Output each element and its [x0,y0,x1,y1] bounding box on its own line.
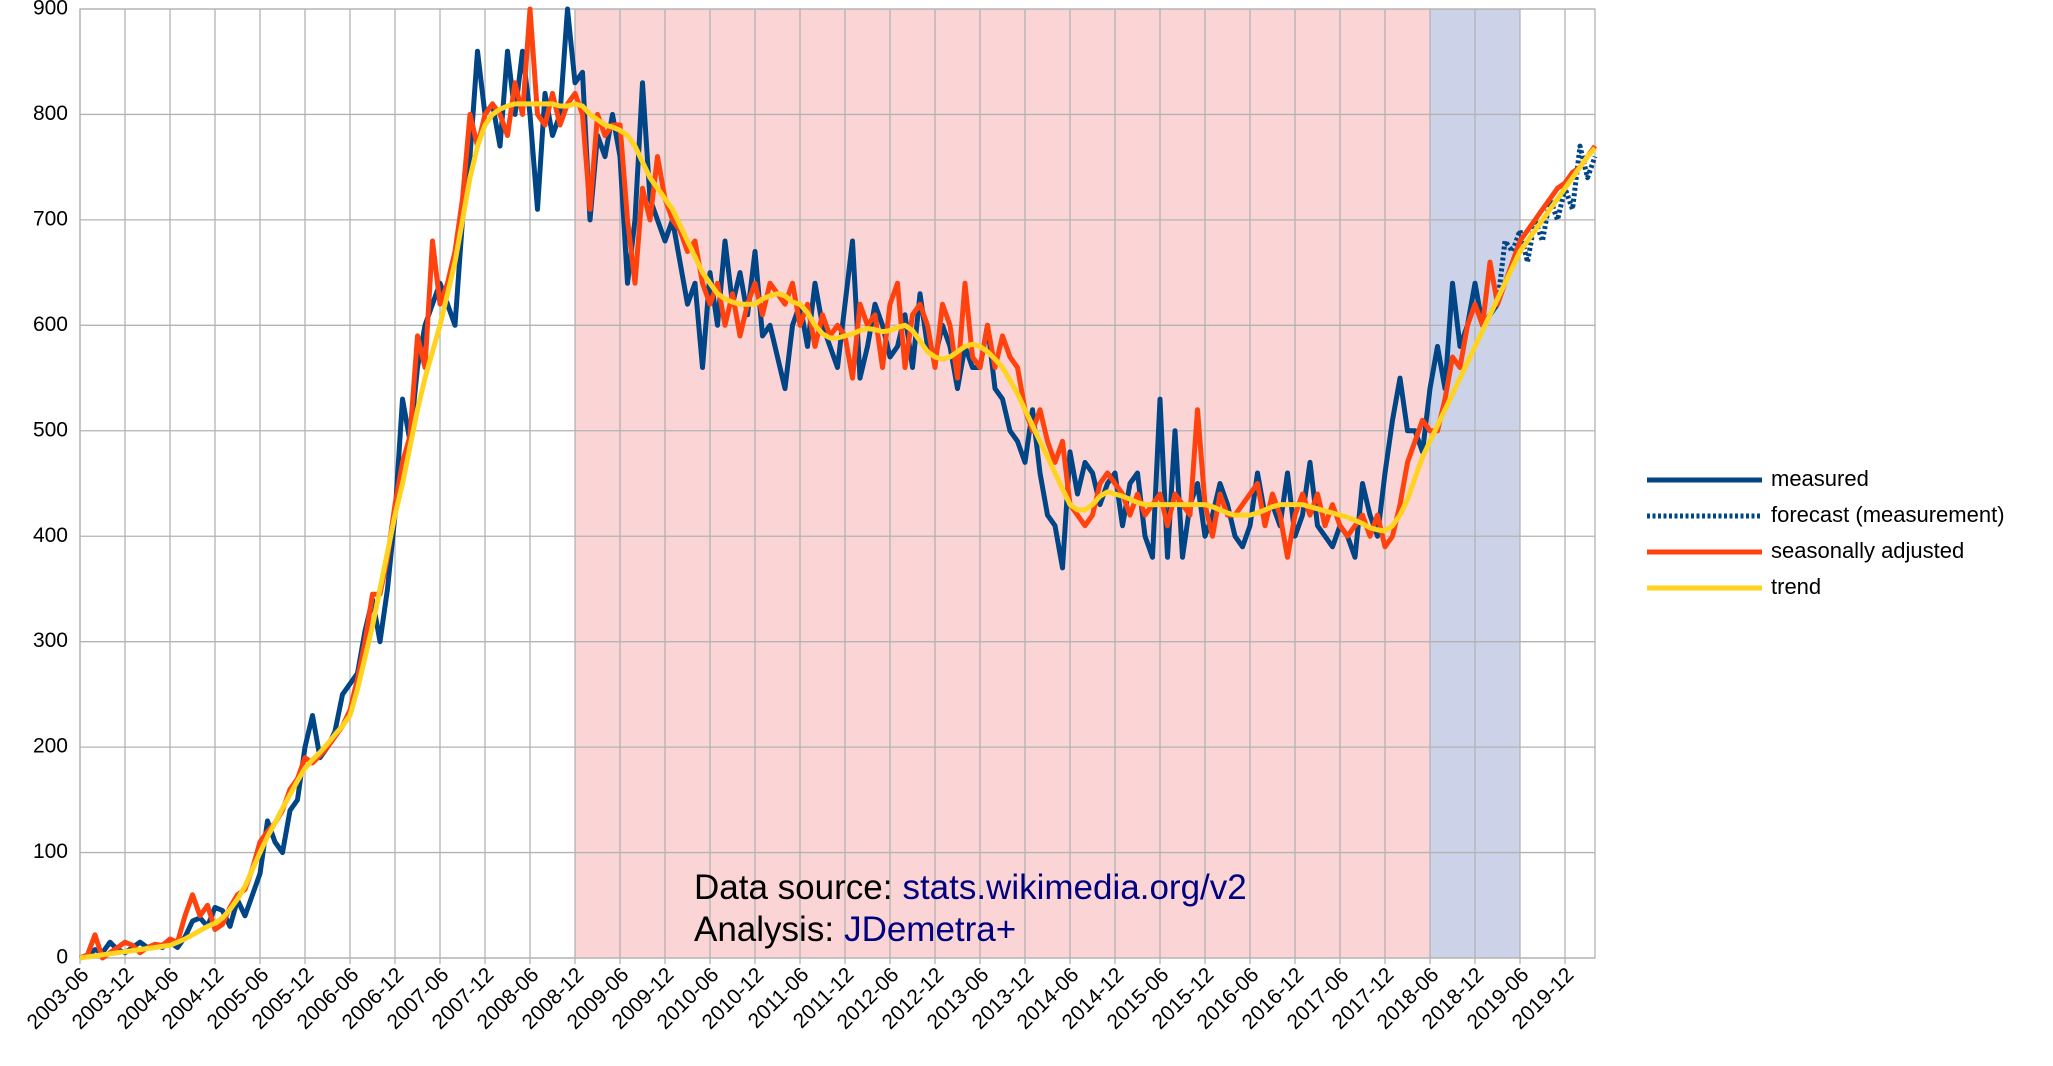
annotation: Data source: stats.wikimedia.org/v2 [694,868,1247,907]
y-tick-label: 100 [33,840,68,863]
annotation: Analysis: JDemetra+ [694,910,1016,949]
annotation-text: Analysis: [694,910,834,949]
legend-label: measured [1771,466,1869,491]
y-tick-label: 700 [33,207,68,230]
legend-label: trend [1771,574,1821,599]
plot-frame [79,8,1596,959]
series-line [1495,143,1598,305]
y-tick-label: 500 [33,418,68,441]
y-tick-label: 200 [33,735,68,758]
y-tick-label: 0 [56,946,68,969]
annotation-text: Data source: [694,868,892,907]
y-tick-label: 800 [33,102,68,125]
y-tick-label: 400 [33,524,68,547]
annotation-link: JDemetra+ [844,910,1016,949]
legend-label: seasonally adjusted [1771,538,1964,563]
y-tick-label: 300 [33,629,68,652]
series-line [79,101,1597,961]
y-tick-label: 600 [33,313,68,336]
legend-label: forecast (measurement) [1771,502,2005,527]
highlight-band [575,9,1430,958]
annotation-link: stats.wikimedia.org/v2 [902,868,1246,907]
y-tick-label: 900 [33,0,68,20]
